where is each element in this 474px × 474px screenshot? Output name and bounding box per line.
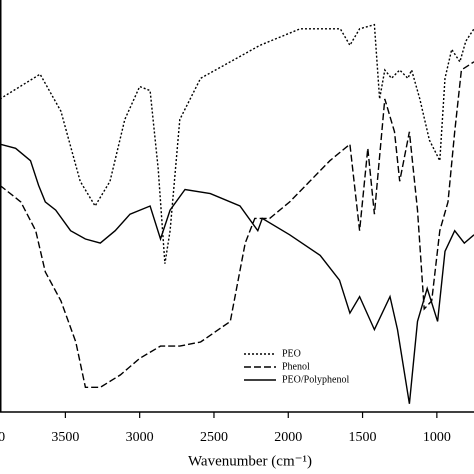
legend-label: PEO/Polyphenol <box>282 374 349 385</box>
x-tick-label: 2500 <box>200 430 228 445</box>
x-tick-label: 3500 <box>51 430 79 445</box>
spectrum-line <box>0 61 474 388</box>
x-axis-label: Wavenumber (cm⁻¹) <box>188 453 312 469</box>
x-tick-label: 4000 <box>0 430 5 445</box>
x-tick-label: 2000 <box>274 430 302 445</box>
x-tick-label: 1000 <box>423 430 451 445</box>
legend-label: PEO <box>282 348 301 359</box>
spectrum-line <box>0 143 474 404</box>
x-tick-label: 1500 <box>349 430 377 445</box>
legend-label: Phenol <box>282 361 310 372</box>
x-tick-label: 3000 <box>126 430 154 445</box>
